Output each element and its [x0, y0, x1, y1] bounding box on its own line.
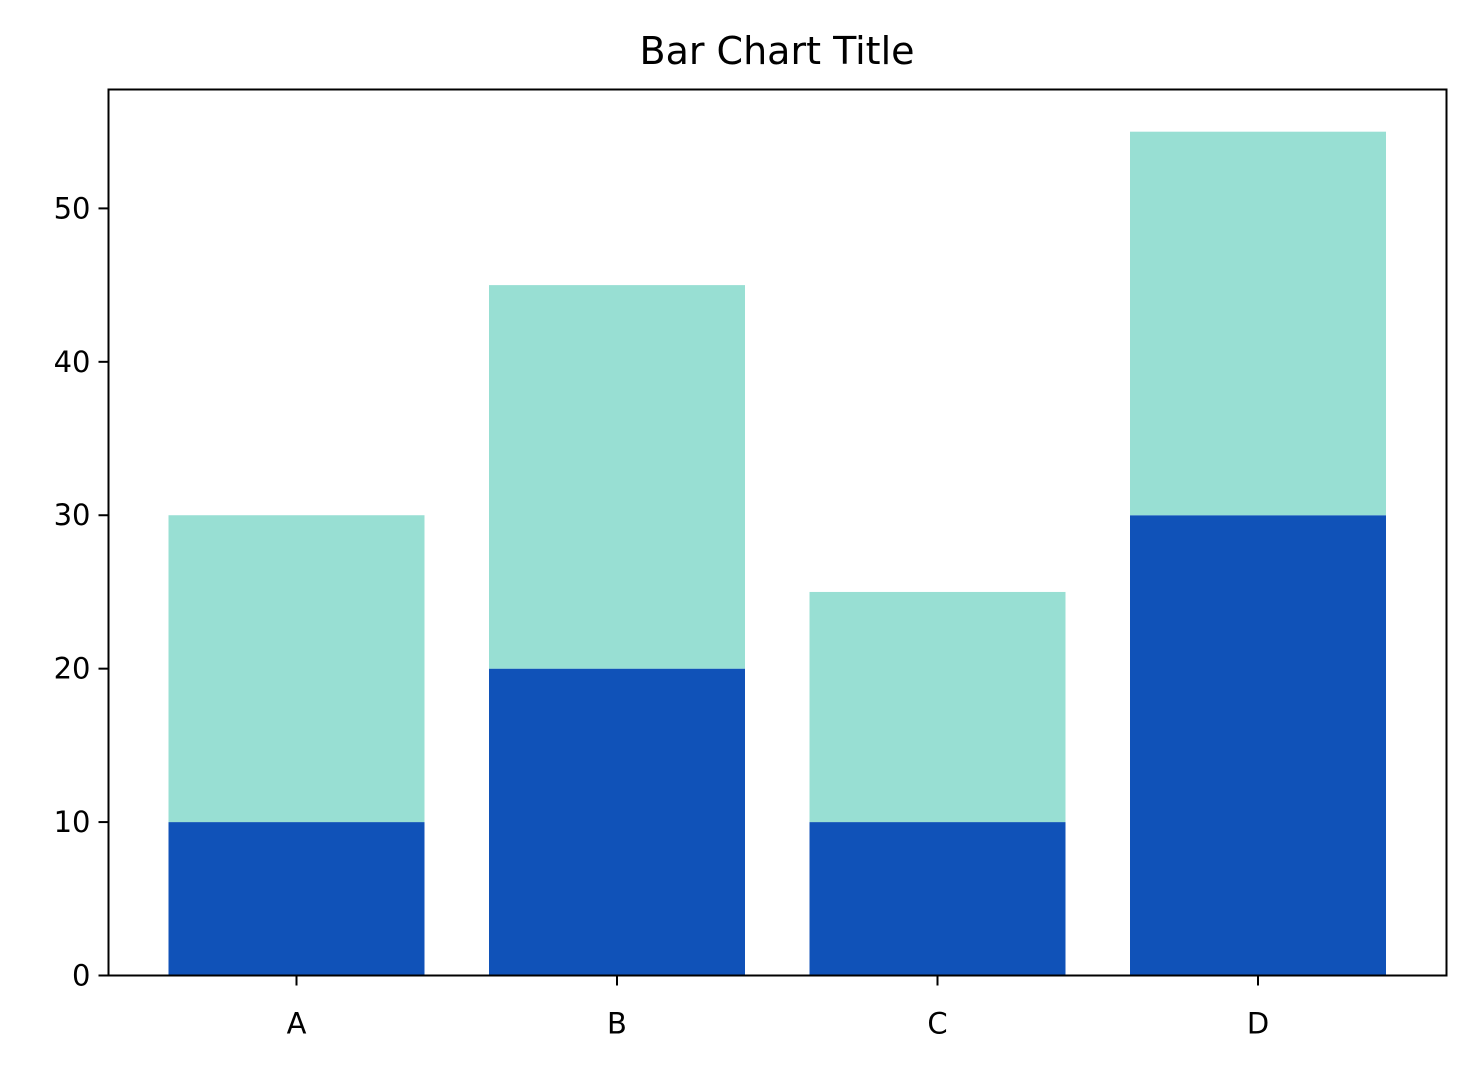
bar-a-series-1: [168, 822, 425, 976]
y-tick-label: 20: [54, 652, 91, 686]
bar-d-series-2: [1130, 131, 1386, 516]
bar-a-series-2: [168, 515, 425, 823]
bar-b-series-1: [489, 668, 745, 976]
chart-title: Bar Chart Title: [640, 29, 915, 73]
bars-layer: [168, 131, 1386, 976]
bar-c-series-1: [809, 822, 1066, 976]
bar-b-series-2: [489, 285, 745, 669]
y-tick-label: 0: [72, 959, 90, 993]
x-tick-label: C: [927, 1007, 947, 1041]
y-tick-label: 50: [54, 191, 91, 225]
bar-c-series-2: [809, 591, 1066, 823]
y-tick-label: 10: [54, 805, 91, 839]
y-tick-label: 40: [54, 345, 91, 379]
plot-frame: [107, 88, 1448, 977]
bar-d-series-1: [1130, 515, 1386, 976]
x-tick-label: D: [1247, 1007, 1269, 1041]
ticks-layer: A B C D 0 10 20 30 40 50: [54, 191, 1270, 1040]
x-tick-label: A: [287, 1007, 307, 1041]
x-tick-label: B: [607, 1007, 627, 1041]
y-tick-label: 30: [54, 498, 91, 532]
